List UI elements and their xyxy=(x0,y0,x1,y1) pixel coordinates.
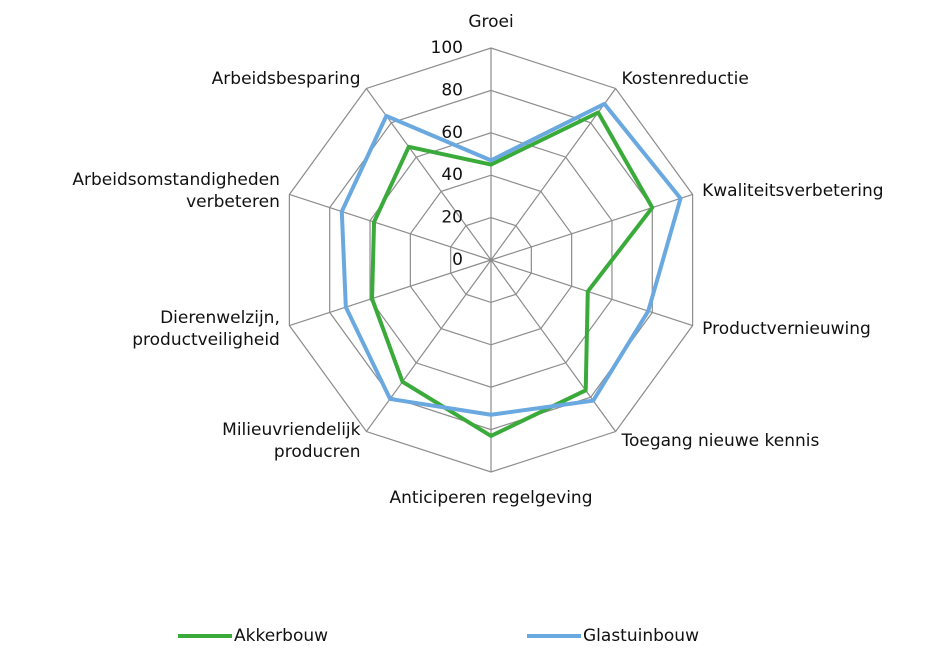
spoke xyxy=(490,259,617,432)
spoke xyxy=(490,259,693,327)
y-tick-label: 80 xyxy=(441,80,463,100)
y-tick-label: 100 xyxy=(431,38,463,58)
category-label: Productvernieuwing xyxy=(702,319,871,339)
spoke xyxy=(490,88,617,261)
y-tick-label: 40 xyxy=(441,165,463,185)
series-line xyxy=(339,101,683,417)
category-label: Kostenreductie xyxy=(621,69,748,89)
y-tick-label: 20 xyxy=(441,208,463,228)
category-label: Kwaliteitsverbetering xyxy=(702,181,883,201)
category-label: Arbeidsomstandigheden verbeteren xyxy=(72,170,279,212)
legend-label: Glastuinbouw xyxy=(583,626,699,646)
category-label: Milieuvriendelijk producren xyxy=(222,420,360,462)
category-label: Arbeidsbesparing xyxy=(212,69,361,89)
spoke xyxy=(289,193,492,261)
category-label: Dierenwelzijn, productveiligheid xyxy=(132,308,280,350)
series-line xyxy=(370,110,655,438)
category-label: Groei xyxy=(468,12,513,32)
spoke xyxy=(365,88,492,261)
legend-label: Akkerbouw xyxy=(234,626,328,646)
spoke xyxy=(365,259,492,432)
category-label: Anticiperen regelgeving xyxy=(389,488,592,508)
category-label: Toegang nieuwe kennis xyxy=(620,431,819,451)
y-tick-label: 60 xyxy=(441,123,463,143)
spoke xyxy=(490,193,693,261)
y-tick-label: 0 xyxy=(452,250,463,270)
spoke xyxy=(289,259,492,327)
